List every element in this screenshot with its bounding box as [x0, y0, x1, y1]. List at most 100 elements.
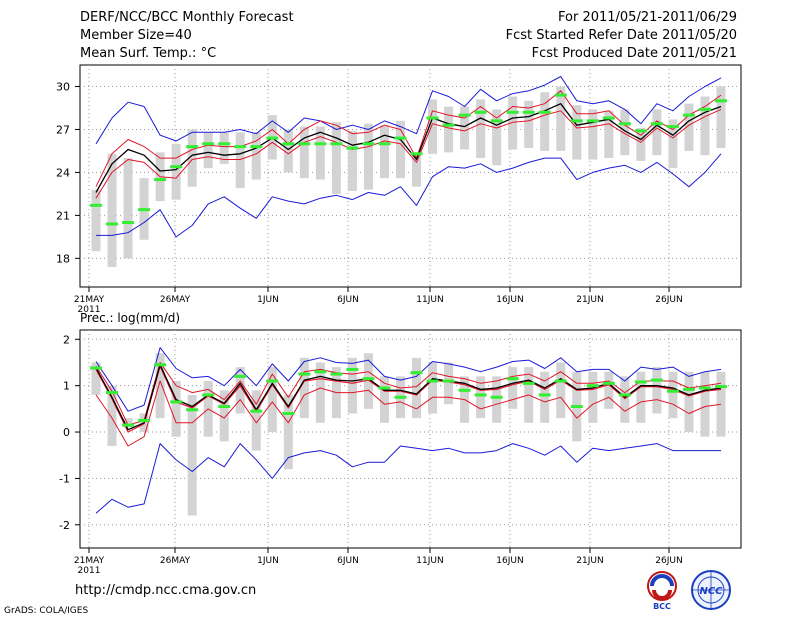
- median-mark: [474, 110, 487, 114]
- bcc-logo: BCC: [647, 571, 677, 611]
- median-mark: [394, 136, 407, 140]
- median-mark: [170, 165, 183, 169]
- median-mark: [298, 372, 311, 376]
- footer-url[interactable]: http://cmdp.ncc.cma.gov.cn: [75, 583, 257, 598]
- y-tick-label: -2: [59, 519, 70, 532]
- median-mark: [250, 409, 263, 413]
- forecast-period: For 2011/05/21-2011/06/29: [558, 10, 737, 25]
- median-mark: [715, 99, 727, 103]
- svg-text:NCC: NCC: [699, 586, 723, 597]
- x-tick-label: 21JUN: [576, 556, 603, 566]
- median-mark: [602, 381, 615, 385]
- member-box: [203, 132, 213, 169]
- started-date: Fcst Started Refer Date 2011/05/20: [505, 28, 737, 43]
- median-mark: [362, 377, 375, 381]
- member-box: [604, 110, 614, 159]
- median-mark: [378, 142, 391, 146]
- median-mark: [442, 379, 455, 383]
- median-mark: [650, 378, 663, 382]
- member-box: [315, 362, 325, 423]
- member-box: [315, 126, 325, 180]
- member-box: [91, 189, 101, 252]
- svg-text:BCC: BCC: [653, 602, 671, 611]
- member-box: [476, 99, 486, 159]
- x-tick-label: 21MAY: [74, 295, 105, 305]
- member-box: [347, 130, 357, 192]
- member-box: [91, 362, 101, 395]
- member-box: [283, 394, 293, 470]
- median-mark: [506, 377, 519, 381]
- median-mark: [234, 145, 247, 149]
- member-box: [299, 126, 309, 179]
- series-max-line: [95, 347, 722, 412]
- x-tick-label: 26MAY: [160, 295, 191, 305]
- member-box: [412, 357, 422, 419]
- member-box: [540, 371, 550, 423]
- series-upper-line: [95, 90, 722, 187]
- median-mark: [458, 113, 471, 117]
- median-mark: [410, 152, 423, 156]
- series-lower-line: [95, 365, 722, 433]
- median-mark: [218, 405, 231, 409]
- median-mark: [106, 391, 119, 395]
- median-mark: [570, 119, 583, 123]
- member-box: [123, 418, 133, 428]
- member-box: [171, 143, 181, 200]
- median-mark: [122, 423, 135, 427]
- y-tick-label: 21: [56, 209, 70, 222]
- x-tick-label: 1JUN: [257, 556, 279, 566]
- median-mark: [522, 110, 535, 114]
- median-mark: [554, 379, 567, 383]
- member-box: [251, 390, 261, 451]
- median-mark: [442, 123, 455, 127]
- member-box: [668, 119, 678, 169]
- median-mark: [682, 113, 695, 117]
- x-tick-label: 11JUN: [416, 295, 443, 305]
- member-box: [604, 371, 614, 409]
- plot-frame: [79, 329, 742, 549]
- member-box: [219, 390, 229, 442]
- series-upper-line: [95, 362, 722, 426]
- member-box: [636, 371, 646, 423]
- x-tick-label: 6JUN: [337, 556, 359, 566]
- median-mark: [154, 363, 167, 367]
- member-box: [508, 367, 518, 409]
- member-box: [347, 357, 357, 414]
- median-mark: [186, 408, 199, 412]
- y-tick-label: 18: [56, 252, 70, 265]
- x-tick-label: 21JUN: [576, 295, 603, 305]
- variable-label: Mean Surf. Temp.: °C: [80, 46, 217, 61]
- member-box: [508, 96, 518, 150]
- median-mark: [90, 203, 102, 207]
- member-box: [428, 99, 438, 154]
- member-box: [444, 362, 454, 405]
- median-mark: [602, 116, 615, 120]
- median-mark: [186, 145, 199, 149]
- member-box: [251, 132, 261, 180]
- median-mark: [666, 389, 679, 393]
- y-tick-label: 1: [63, 380, 70, 393]
- member-box: [700, 371, 710, 437]
- member-box: [700, 96, 710, 156]
- member-box: [668, 371, 678, 419]
- median-mark: [330, 142, 343, 146]
- plot-frame: [79, 64, 742, 288]
- median-mark: [122, 221, 135, 225]
- member-box: [572, 105, 582, 160]
- median-mark: [282, 411, 295, 415]
- member-box: [444, 106, 454, 153]
- x-tick-label: 26JUN: [655, 556, 682, 566]
- median-mark: [698, 386, 711, 390]
- member-box: [540, 92, 550, 151]
- member-box: [476, 376, 486, 419]
- member-box: [379, 376, 389, 423]
- member-box: [588, 109, 598, 160]
- x-tick-label: 11JUN: [416, 556, 443, 566]
- member-box: [171, 381, 181, 437]
- median-mark: [378, 386, 391, 390]
- median-mark: [282, 142, 295, 146]
- median-mark: [650, 122, 663, 126]
- produced-date: Fcst Produced Date 2011/05/21: [531, 46, 737, 61]
